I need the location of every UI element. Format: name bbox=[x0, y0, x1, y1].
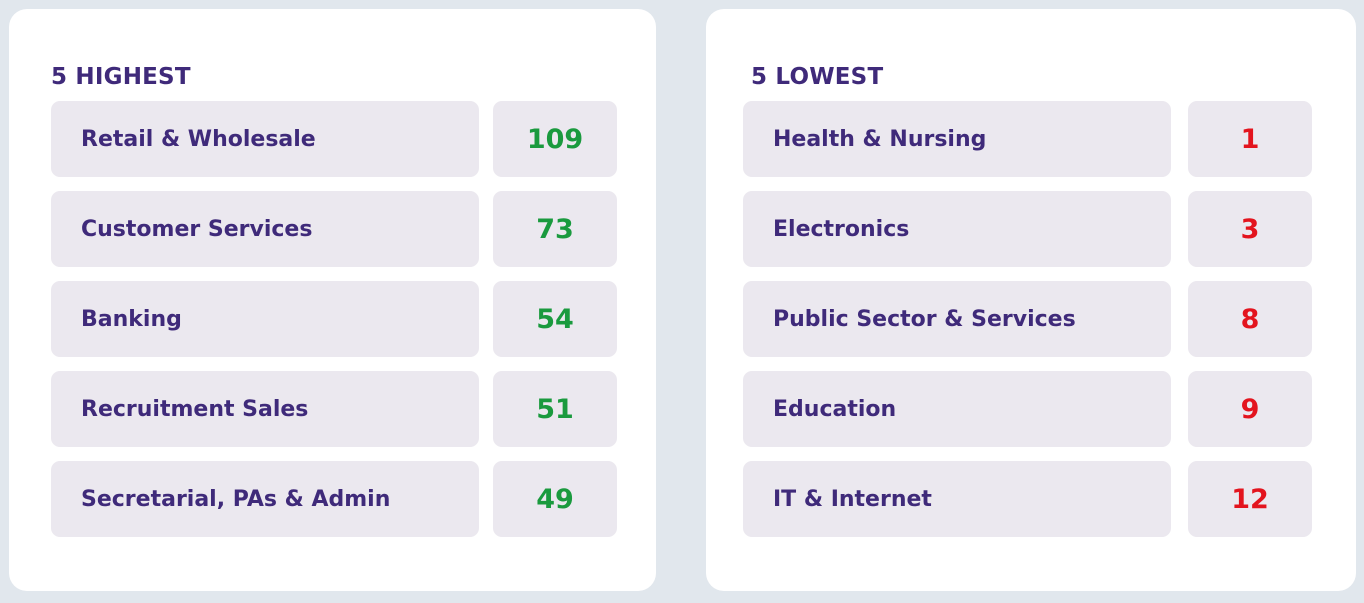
highest-row: Retail & Wholesale 109 bbox=[51, 101, 617, 177]
highest-list: Retail & Wholesale 109 Customer Services… bbox=[51, 101, 617, 537]
highest-row-label: Banking bbox=[51, 281, 479, 357]
lowest-row: Education 9 bbox=[743, 371, 1312, 447]
highest-row: Customer Services 73 bbox=[51, 191, 617, 267]
highest-title: 5 HIGHEST bbox=[51, 64, 191, 90]
lowest-row-value: 8 bbox=[1188, 281, 1312, 357]
lowest-row-label: Public Sector & Services bbox=[743, 281, 1171, 357]
lowest-title: 5 LOWEST bbox=[751, 64, 884, 90]
highest-row-value: 51 bbox=[493, 371, 617, 447]
lowest-row-value: 12 bbox=[1188, 461, 1312, 537]
highest-row-label: Recruitment Sales bbox=[51, 371, 479, 447]
lowest-row-label: Education bbox=[743, 371, 1171, 447]
lowest-row-value: 9 bbox=[1188, 371, 1312, 447]
lowest-row-value: 3 bbox=[1188, 191, 1312, 267]
highest-row-value: 54 bbox=[493, 281, 617, 357]
lowest-row: Health & Nursing 1 bbox=[743, 101, 1312, 177]
lowest-row: Public Sector & Services 8 bbox=[743, 281, 1312, 357]
highest-row: Secretarial, PAs & Admin 49 bbox=[51, 461, 617, 537]
highest-row-value: 49 bbox=[493, 461, 617, 537]
lowest-card: 5 LOWEST Health & Nursing 1 Electronics … bbox=[706, 9, 1356, 591]
lowest-row-value: 1 bbox=[1188, 101, 1312, 177]
highest-card: 5 HIGHEST Retail & Wholesale 109 Custome… bbox=[9, 9, 656, 591]
highest-row-value: 73 bbox=[493, 191, 617, 267]
lowest-row-label: Health & Nursing bbox=[743, 101, 1171, 177]
highest-row-label: Retail & Wholesale bbox=[51, 101, 479, 177]
lowest-row-label: Electronics bbox=[743, 191, 1171, 267]
lowest-row: Electronics 3 bbox=[743, 191, 1312, 267]
highest-row-label: Secretarial, PAs & Admin bbox=[51, 461, 479, 537]
highest-row-value: 109 bbox=[493, 101, 617, 177]
highest-row: Recruitment Sales 51 bbox=[51, 371, 617, 447]
lowest-list: Health & Nursing 1 Electronics 3 Public … bbox=[743, 101, 1312, 537]
highest-row-label: Customer Services bbox=[51, 191, 479, 267]
lowest-row: IT & Internet 12 bbox=[743, 461, 1312, 537]
highest-row: Banking 54 bbox=[51, 281, 617, 357]
lowest-row-label: IT & Internet bbox=[743, 461, 1171, 537]
